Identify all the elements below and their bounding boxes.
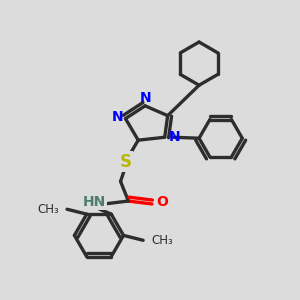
Text: N: N [169, 130, 180, 144]
Text: N: N [112, 110, 123, 124]
Text: O: O [156, 195, 168, 209]
Text: CH₃: CH₃ [38, 203, 59, 216]
Text: HN: HN [82, 195, 106, 209]
Text: N: N [139, 91, 151, 105]
Text: S: S [119, 153, 131, 171]
Text: CH₃: CH₃ [151, 234, 173, 247]
